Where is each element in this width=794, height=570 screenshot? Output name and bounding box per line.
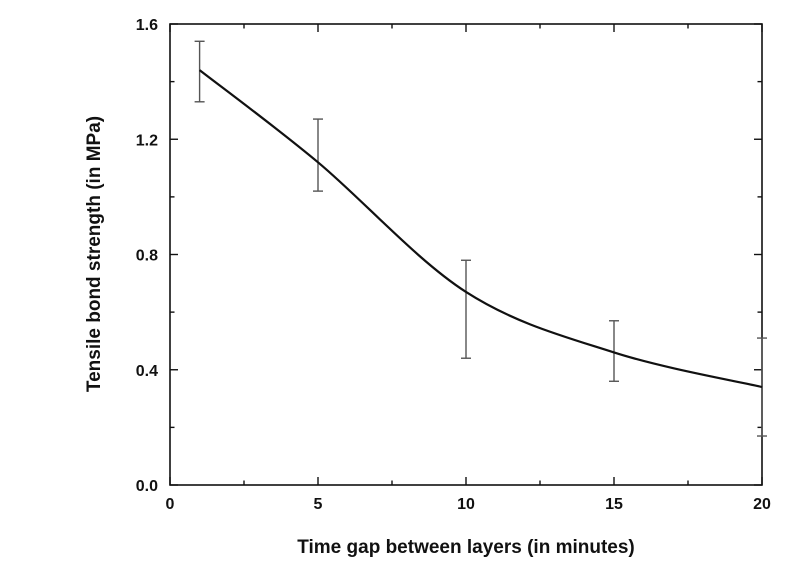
x-tick-label: 5 (314, 496, 323, 513)
x-tick-label: 10 (457, 496, 475, 513)
error-bar (461, 259, 471, 359)
y-tick-label: 0.0 (136, 478, 158, 495)
error-bar (194, 40, 205, 103)
y-axis-title: Tensile bond strength (in MPa) (84, 116, 105, 392)
x-tick-label: 15 (605, 496, 623, 513)
x-axis-title: Time gap between layers (in minutes) (297, 537, 635, 558)
x-tick-label: 20 (753, 496, 771, 513)
y-tick-label: 0.4 (136, 363, 158, 380)
y-tick-label: 1.2 (136, 132, 158, 149)
plot-frame (169, 23, 763, 486)
series-line (198, 69, 763, 389)
y-tick-label: 0.8 (136, 248, 158, 265)
error-bar (313, 118, 323, 192)
y-tick-label: 1.6 (136, 17, 158, 34)
tick-labels: 0 5 10 15 20 0.0 0.4 0.8 1.2 1.6 (136, 17, 771, 513)
x-tick-label: 0 (166, 496, 175, 513)
error-bar (609, 320, 619, 382)
axis-ticks (169, 23, 763, 486)
error-bars (194, 40, 767, 437)
